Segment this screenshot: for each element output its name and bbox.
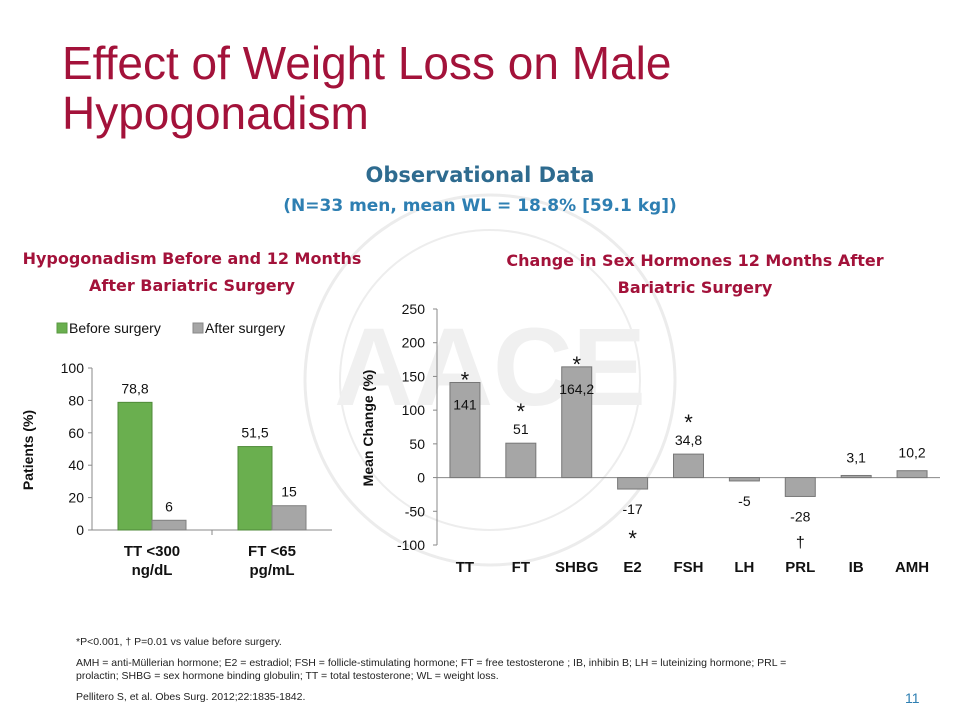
- chart2-data-label: 164,2: [559, 381, 594, 397]
- chart2-x-tick-label: LH: [734, 559, 754, 576]
- chart2-x-tick-label: SHBG: [555, 559, 598, 576]
- chart2-data-label: -28: [790, 508, 810, 524]
- chart2-y-tick-label: 250: [402, 301, 426, 317]
- slide-subtitle: Observational Data: [365, 163, 595, 187]
- chart2-significance-marker: *: [628, 526, 637, 551]
- chart2-y-tick-label: 100: [402, 402, 426, 418]
- chart1-y-tick-label: 0: [76, 522, 84, 538]
- chart2-bar-e2: [617, 477, 649, 490]
- chart2-x-tick-label: TT: [456, 559, 474, 576]
- chart2-bar-ib: [840, 474, 872, 479]
- footnote-abbreviations: AMH = anti-Müllerian hormone; E2 = estra…: [76, 657, 787, 682]
- slide-title: Effect of Weight Loss on Male Hypogonadi…: [62, 37, 672, 139]
- chart2-y-tick-label: 200: [402, 335, 426, 351]
- footnotes: *P<0.001, † P=0.01 vs value before surge…: [76, 636, 816, 712]
- chart2-significance-marker: *: [572, 352, 581, 377]
- study-details: (N=33 men, mean WL = 18.8% [59.1 kg]): [283, 196, 677, 216]
- chart1-y-axis-label: Patients (%): [20, 410, 36, 490]
- chart1-x-tick-label: pg/mL: [250, 562, 295, 579]
- chart2-x-tick-label: PRL: [785, 559, 815, 576]
- chart2-y-axis-label: Mean Change (%): [360, 370, 376, 487]
- chart1-data-label: 78,8: [121, 380, 148, 396]
- chart2-x-tick-label: AMH: [895, 559, 929, 576]
- chart2-y-tick-label: -50: [405, 503, 425, 519]
- chart2-data-label: 141: [453, 396, 477, 412]
- footnote-significance: *P<0.001, † P=0.01 vs value before surge…: [76, 636, 282, 648]
- legend-swatch-before: [56, 322, 68, 334]
- chart2-significance-marker: *: [517, 399, 526, 424]
- chart2-bar-ft: [505, 442, 537, 479]
- chart2-data-label: 34,8: [675, 432, 702, 448]
- chart1-data-label: 15: [281, 484, 297, 500]
- chart2-data-label: -17: [622, 501, 642, 517]
- chart2-bar-shbg: [561, 366, 593, 479]
- chart2-y-tick-label: 150: [402, 368, 426, 384]
- footnote-citation: Pellitero S, et al. Obes Surg. 2012;22:1…: [76, 691, 306, 703]
- chart2-y-tick-label: 0: [417, 470, 425, 486]
- chart1-bar-after: [151, 519, 187, 531]
- chart2-bar-amh: [896, 470, 928, 479]
- chart1-bar-before: [237, 446, 273, 531]
- chart1-y-tick-label: 80: [68, 392, 84, 408]
- chart2-y-tick-label: -100: [397, 537, 425, 553]
- aace-seal-watermark: AACE: [303, 193, 677, 567]
- chart1-legend: Before surgery After surgery: [56, 320, 285, 336]
- chart2-data-label: 51: [513, 421, 529, 437]
- chart2-y-tick-label: 50: [409, 436, 425, 452]
- chart2-data-label: 10,2: [898, 445, 925, 461]
- chart1-y-tick-label: 100: [61, 360, 85, 376]
- chart1-y-tick-label: 40: [68, 457, 84, 473]
- chart2-data-label: 3,1: [846, 449, 866, 465]
- chart1-bar-before: [117, 401, 153, 531]
- legend-label-before: Before surgery: [69, 320, 161, 336]
- chart2-x-tick-label: FSH: [674, 559, 704, 576]
- page-number: 11: [905, 690, 920, 706]
- chart1-title: Hypogonadism Before and 12 Months After …: [22, 249, 362, 295]
- chart1-data-label: 6: [165, 498, 173, 514]
- chart2-significance-marker: *: [684, 410, 693, 435]
- legend-swatch-after: [192, 322, 204, 334]
- chart2-bar-fsh: [673, 453, 704, 479]
- chart2-significance-marker: *: [461, 367, 470, 392]
- svg-text:AACE: AACE: [334, 306, 646, 429]
- chart1-bar-after: [271, 505, 307, 531]
- chart1-data-label: 51,5: [241, 425, 268, 441]
- chart1-x-tick-label: TT <300: [124, 543, 180, 560]
- chart2-data-label: -5: [738, 493, 751, 509]
- chart2-bar-prl: [784, 477, 816, 497]
- chart2-x-tick-label: E2: [623, 559, 641, 576]
- chart1-y-tick-label: 20: [68, 490, 84, 506]
- chart2-significance-marker: †: [796, 534, 805, 551]
- legend-label-after: After surgery: [205, 320, 285, 336]
- chart1-x-tick-label: FT <65: [248, 543, 296, 560]
- chart2-bar-tt: [449, 381, 481, 479]
- chart2-x-tick-label: IB: [849, 559, 864, 576]
- chart2-bar-lh: [728, 477, 760, 482]
- chart2-title: Change in Sex Hormones 12 Months After B…: [506, 251, 884, 297]
- chart2-x-tick-label: FT: [512, 559, 530, 576]
- chart1-x-tick-label: ng/dL: [132, 562, 173, 579]
- chart1-y-tick-label: 60: [68, 425, 84, 441]
